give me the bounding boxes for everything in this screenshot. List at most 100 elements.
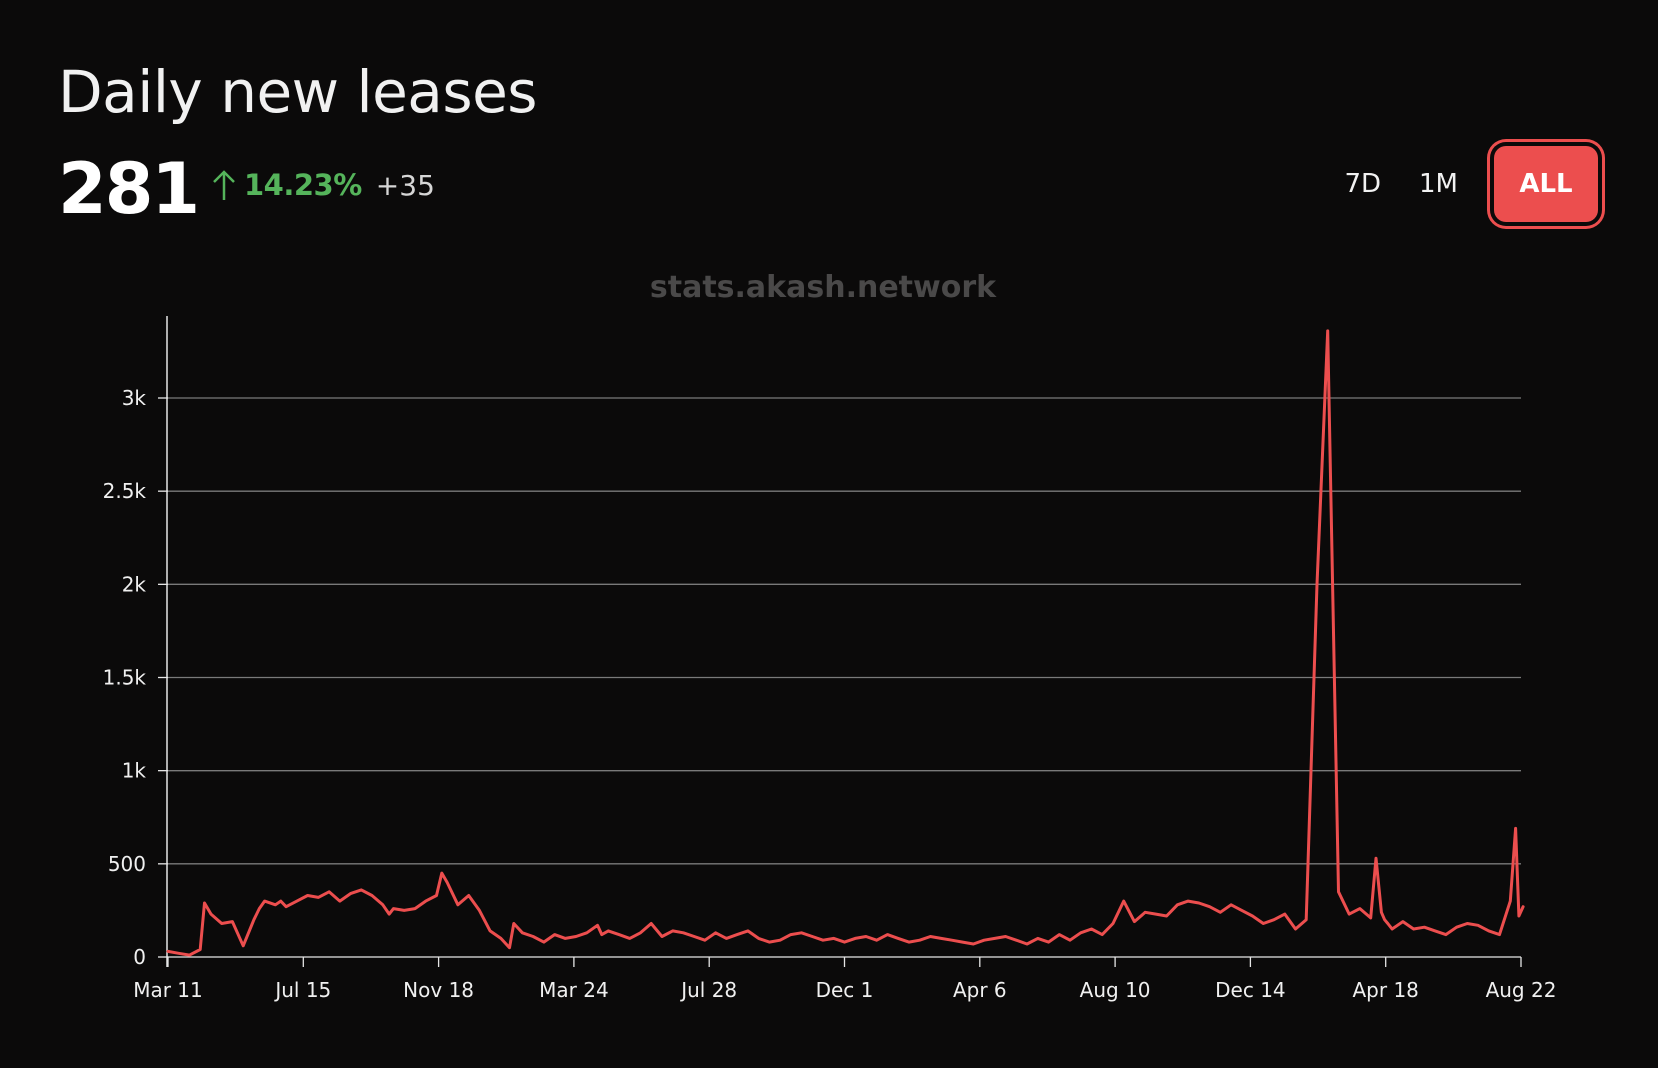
data-point bbox=[961, 940, 964, 944]
data-point bbox=[1079, 931, 1082, 934]
data-point bbox=[531, 935, 535, 938]
x-tick-label: Apr 6 bbox=[953, 978, 1007, 1002]
change-percent: 14.23% bbox=[244, 168, 362, 202]
change-indicator: 14.23% +35 bbox=[212, 168, 435, 202]
data-point bbox=[1272, 918, 1276, 921]
x-tick-label: Apr 18 bbox=[1352, 978, 1418, 1002]
data-point bbox=[1305, 918, 1308, 921]
data-point bbox=[993, 937, 997, 940]
data-point bbox=[1412, 927, 1415, 931]
data-point bbox=[1240, 909, 1244, 912]
data-point bbox=[703, 939, 707, 942]
data-point bbox=[600, 933, 604, 936]
data-point bbox=[392, 907, 395, 910]
series-line bbox=[166, 329, 1525, 957]
data-point bbox=[1369, 916, 1372, 920]
x-tick-label: Mar 24 bbox=[539, 978, 609, 1002]
data-point bbox=[295, 899, 299, 903]
data-point bbox=[1090, 927, 1093, 931]
data-point bbox=[263, 899, 266, 903]
range-button-7d[interactable]: 7D bbox=[1330, 146, 1395, 222]
data-point bbox=[682, 931, 685, 934]
x-tick-label: Jul 28 bbox=[679, 978, 737, 1002]
data-point bbox=[800, 931, 803, 934]
data-point bbox=[508, 946, 511, 949]
data-point bbox=[1122, 899, 1125, 903]
data-point bbox=[1401, 920, 1405, 923]
data-point bbox=[735, 933, 739, 936]
data-point bbox=[1509, 899, 1512, 903]
data-point bbox=[1015, 939, 1018, 942]
data-point bbox=[220, 922, 223, 925]
data-point bbox=[1186, 899, 1190, 903]
data-point bbox=[1444, 933, 1448, 936]
x-tick-label: Mar 11 bbox=[133, 978, 203, 1002]
data-point bbox=[982, 939, 986, 942]
data-point bbox=[1455, 925, 1458, 929]
x-tick-label: Dec 1 bbox=[816, 978, 874, 1002]
data-point bbox=[650, 922, 653, 925]
data-point bbox=[317, 896, 320, 899]
data-point bbox=[241, 944, 245, 948]
data-point bbox=[499, 937, 503, 940]
watermark: stats.akash.network bbox=[649, 270, 997, 305]
data-point bbox=[467, 894, 470, 897]
data-point bbox=[1262, 922, 1265, 925]
data-point bbox=[166, 950, 170, 953]
y-tick-label: 1k bbox=[122, 759, 147, 783]
data-point bbox=[279, 899, 282, 903]
data-point bbox=[338, 899, 342, 903]
data-point bbox=[1315, 583, 1319, 586]
data-point bbox=[1101, 933, 1104, 936]
data-point bbox=[918, 939, 921, 942]
data-point bbox=[1423, 925, 1426, 929]
data-point bbox=[1143, 911, 1147, 914]
data-point bbox=[907, 940, 911, 944]
data-point bbox=[596, 924, 599, 927]
data-point bbox=[1229, 903, 1233, 907]
data-point bbox=[1025, 942, 1029, 946]
data-point bbox=[199, 948, 202, 951]
data-point bbox=[274, 903, 277, 907]
y-tick-label: 500 bbox=[108, 852, 146, 876]
data-point bbox=[188, 953, 191, 957]
data-point bbox=[1047, 940, 1050, 944]
data-point bbox=[488, 929, 492, 933]
data-point bbox=[512, 922, 515, 925]
data-point bbox=[381, 903, 384, 907]
range-button-1m[interactable]: 1M bbox=[1405, 146, 1472, 222]
data-point bbox=[607, 929, 610, 933]
change-absolute: +35 bbox=[375, 168, 435, 202]
range-selector: 7D 1M ALL bbox=[1330, 146, 1598, 222]
current-value: 281 bbox=[58, 148, 200, 230]
data-point bbox=[1517, 914, 1521, 918]
data-point bbox=[1476, 924, 1480, 927]
y-tick-label: 2k bbox=[122, 572, 147, 596]
data-point bbox=[929, 935, 932, 938]
y-tick-label: 3k bbox=[122, 386, 147, 410]
data-point bbox=[757, 937, 760, 940]
data-point bbox=[1036, 937, 1039, 940]
data-point bbox=[639, 931, 642, 934]
range-button-all[interactable]: ALL bbox=[1494, 146, 1598, 222]
data-point bbox=[692, 935, 696, 938]
data-point bbox=[388, 912, 391, 916]
data-point bbox=[413, 907, 417, 910]
data-point bbox=[660, 935, 664, 938]
chart-title: Daily new leases bbox=[58, 58, 537, 126]
data-point bbox=[1154, 912, 1158, 916]
data-point bbox=[778, 939, 782, 942]
data-point bbox=[456, 903, 460, 907]
data-point bbox=[1251, 914, 1254, 918]
data-point bbox=[1383, 918, 1386, 921]
y-tick-label: 0 bbox=[133, 945, 146, 969]
data-point bbox=[1208, 905, 1211, 908]
data-point bbox=[349, 892, 352, 895]
data-point bbox=[875, 939, 878, 942]
data-point bbox=[1176, 903, 1179, 907]
data-point bbox=[424, 899, 427, 903]
data-point bbox=[553, 933, 556, 936]
data-point bbox=[564, 937, 567, 940]
data-point bbox=[252, 918, 256, 921]
